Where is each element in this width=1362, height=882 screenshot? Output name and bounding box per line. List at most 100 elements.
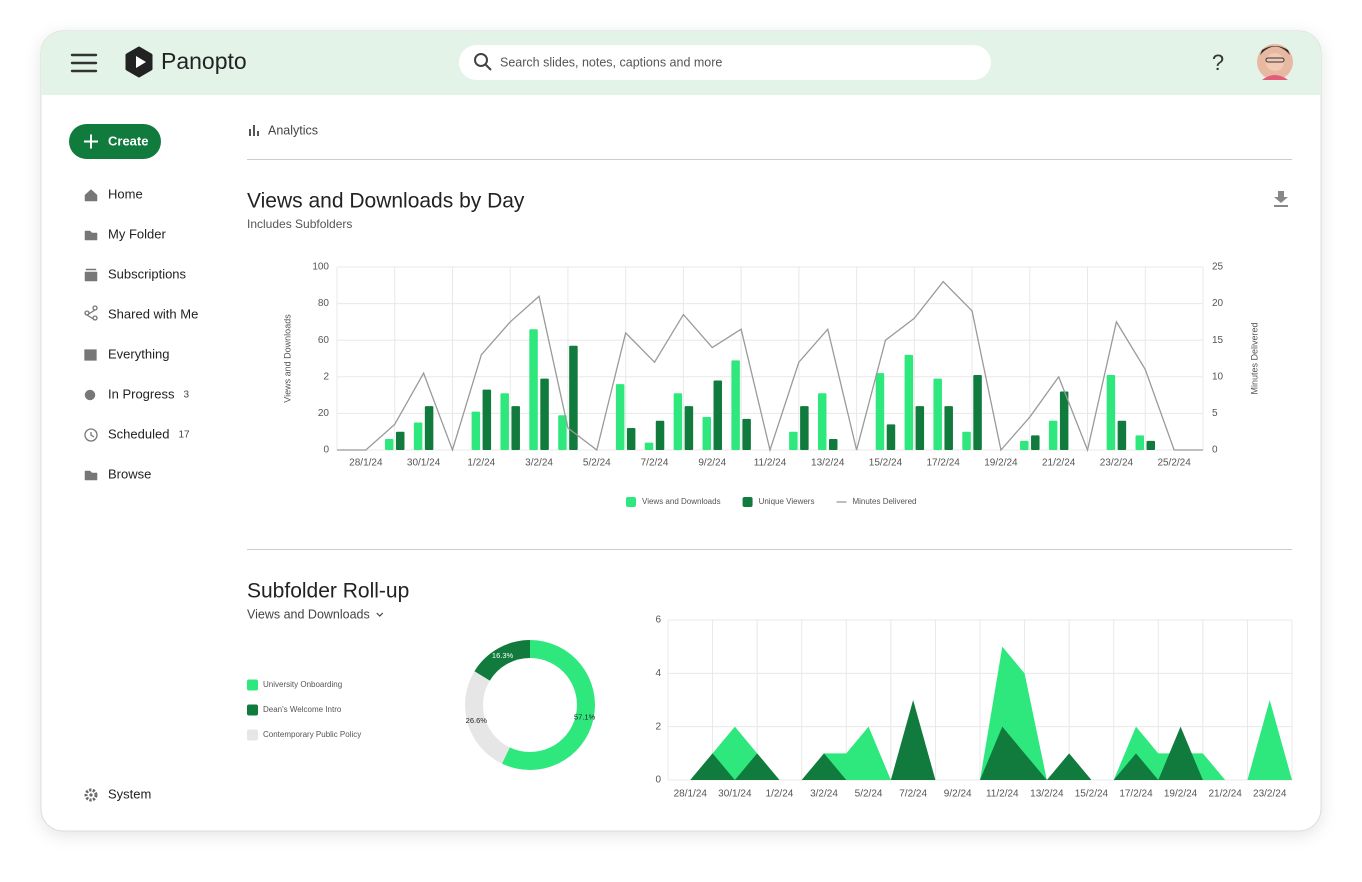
- area: [668, 646, 1292, 780]
- nav-item[interactable]: My Folder: [84, 226, 166, 241]
- create-label: Create: [108, 133, 148, 148]
- nav-icon: [84, 268, 98, 282]
- bar: [1135, 435, 1145, 450]
- bar: [626, 428, 636, 450]
- legend-label: Views and Downloads: [642, 497, 721, 506]
- avatar[interactable]: [1257, 44, 1293, 80]
- bar: [1059, 391, 1069, 450]
- y2-axis-title: Minutes Delivered: [1249, 322, 1259, 394]
- x-tick-label: 23/2/24: [1253, 789, 1287, 800]
- legend-swatch: [626, 497, 636, 507]
- bar: [1106, 374, 1116, 450]
- bar: [789, 431, 798, 450]
- nav-label: Home: [108, 186, 143, 201]
- bar: [424, 406, 434, 450]
- bar: [684, 406, 694, 450]
- slice-label: 16.3%: [492, 651, 514, 660]
- bar: [413, 422, 423, 450]
- section-subtitle: Includes Subfolders: [247, 217, 352, 231]
- bar: [933, 378, 942, 450]
- y-tick-label: 100: [312, 262, 329, 273]
- x-tick-label: 21/2/24: [1208, 789, 1242, 800]
- bar: [1117, 420, 1127, 450]
- bar: [1048, 420, 1058, 450]
- y-tick-label: 4: [655, 668, 661, 679]
- bar: [569, 345, 578, 450]
- x-tick-label: 15/2/24: [1075, 789, 1109, 800]
- bar: [1031, 435, 1040, 450]
- legend-item[interactable]: Minutes Delivered: [836, 497, 917, 506]
- legend-item[interactable]: Dean's Welcome Intro: [247, 704, 342, 716]
- bar: [540, 378, 549, 450]
- y2-tick-label: 25: [1212, 262, 1224, 273]
- bar: [904, 354, 914, 450]
- nav-label: My Folder: [108, 226, 166, 241]
- x-tick-label: 30/1/24: [718, 789, 752, 800]
- donut-slice: [501, 640, 596, 771]
- y2-tick-label: 15: [1212, 335, 1224, 346]
- x-tick-label: 5/2/24: [855, 789, 883, 800]
- x-tick-label: 30/1/24: [407, 458, 441, 469]
- nav-item[interactable]: Everything: [84, 346, 169, 361]
- nav-label: In Progress: [108, 386, 175, 401]
- legend-item[interactable]: Unique Viewers: [742, 497, 815, 507]
- bar: [384, 439, 394, 450]
- nav-icon: [84, 189, 98, 202]
- bar: [529, 329, 538, 450]
- nav-system[interactable]: System: [108, 786, 151, 801]
- legend-item[interactable]: University Onboarding: [247, 679, 342, 691]
- x-tick-label: 17/2/24: [1119, 789, 1153, 800]
- menu-button[interactable]: [70, 53, 98, 73]
- logo[interactable]: [125, 46, 153, 78]
- nav-item[interactable]: Shared with Me: [84, 305, 198, 321]
- search-box[interactable]: [459, 45, 991, 80]
- x-tick-label: 17/2/24: [927, 458, 961, 469]
- nav-item[interactable]: Subscriptions: [84, 266, 187, 282]
- x-tick-label: 1/2/24: [467, 458, 495, 469]
- bar: [655, 420, 665, 450]
- bar: [1146, 440, 1156, 450]
- donut-chart: 57.1% 26.6% 16.3% University Onboarding Dean…: [247, 640, 596, 771]
- x-tick-label: 7/2/24: [641, 458, 669, 469]
- x-tick-label: 21/2/24: [1042, 458, 1076, 469]
- legend-item[interactable]: Contemporary Public Policy: [247, 729, 361, 741]
- download-button[interactable]: [1274, 191, 1288, 207]
- line: [337, 280, 1203, 453]
- combo-chart: 0 20 2 60 80 100 0 5 10 15 20 25 Views and Downloads…: [282, 262, 1259, 507]
- legend-item[interactable]: Views and Downloads: [626, 497, 721, 507]
- bar: [944, 406, 953, 450]
- bar: [1020, 440, 1029, 450]
- plus-icon: [84, 134, 98, 149]
- legend-label: University Onboarding: [263, 680, 342, 689]
- nav-label: Everything: [108, 346, 169, 361]
- nav-item[interactable]: Home: [84, 186, 143, 202]
- nav-icon: [84, 305, 98, 321]
- y-tick-label: 0: [655, 775, 661, 786]
- y2-tick-label: 10: [1212, 371, 1224, 382]
- section-title: Views and Downloads by Day: [247, 190, 525, 213]
- y-axis-title: Views and Downloads: [282, 314, 292, 403]
- bar: [511, 406, 520, 450]
- y-tick-label: 80: [318, 298, 330, 309]
- bar: [644, 442, 654, 450]
- x-tick-label: 5/2/24: [583, 458, 611, 469]
- nav-count: 3: [183, 390, 189, 401]
- nav-icon: [84, 349, 97, 361]
- bar: [558, 415, 567, 450]
- legend-label: Minutes Delivered: [852, 497, 916, 506]
- nav-item[interactable]: Browse: [84, 466, 151, 481]
- x-tick-label: 1/2/24: [766, 789, 794, 800]
- legend-swatch: [742, 497, 753, 507]
- nav-item[interactable]: In Progress 3: [84, 386, 189, 401]
- x-tick-label: 28/1/24: [674, 789, 708, 800]
- legend-label: Contemporary Public Policy: [263, 730, 361, 739]
- x-tick-label: 19/2/24: [984, 458, 1018, 469]
- help-button[interactable]: ?: [1212, 50, 1224, 75]
- nav-icon: [84, 230, 98, 241]
- x-tick-label: 3/2/24: [525, 458, 553, 469]
- nav-item[interactable]: Scheduled 17: [84, 426, 190, 442]
- create-button[interactable]: [69, 124, 161, 159]
- metric-dropdown[interactable]: Views and Downloads: [247, 607, 370, 621]
